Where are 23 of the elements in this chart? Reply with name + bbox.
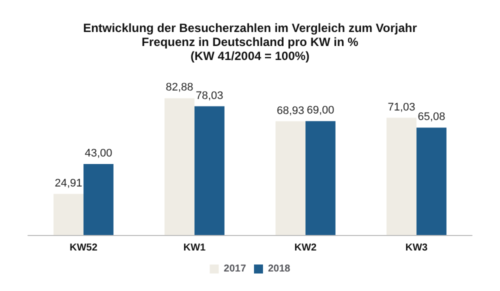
chart-title: Entwicklung der Besucherzahlen im Vergleich zum Vorjahr Frequenz in Deutschland pro KW in % (KW 41/2004 = 100%) xyxy=(83,21,418,63)
data-label: 69,00 xyxy=(306,104,334,117)
data-label: 82,88 xyxy=(166,82,194,94)
x-tick-label: KW1 xyxy=(183,242,206,254)
bar xyxy=(416,128,446,235)
bar xyxy=(386,118,416,235)
data-label: 43,00 xyxy=(84,148,112,160)
x-tick-label: KW2 xyxy=(294,242,318,254)
data-label: 65,08 xyxy=(418,111,446,124)
bar xyxy=(164,98,194,235)
legend-label: 2017 xyxy=(224,264,246,274)
data-label: 71,03 xyxy=(388,101,416,114)
bar xyxy=(276,121,306,235)
x-tick-label: KW3 xyxy=(405,242,428,254)
data-label: 78,03 xyxy=(196,90,224,102)
data-label: 24,91 xyxy=(54,177,82,190)
bar xyxy=(54,194,84,235)
data-label: 68,93 xyxy=(276,104,304,117)
legend-label: 2018 xyxy=(268,264,291,274)
bar xyxy=(84,164,114,235)
x-tick-label: KW52 xyxy=(70,242,98,254)
bar xyxy=(194,106,224,235)
bar xyxy=(306,121,336,235)
